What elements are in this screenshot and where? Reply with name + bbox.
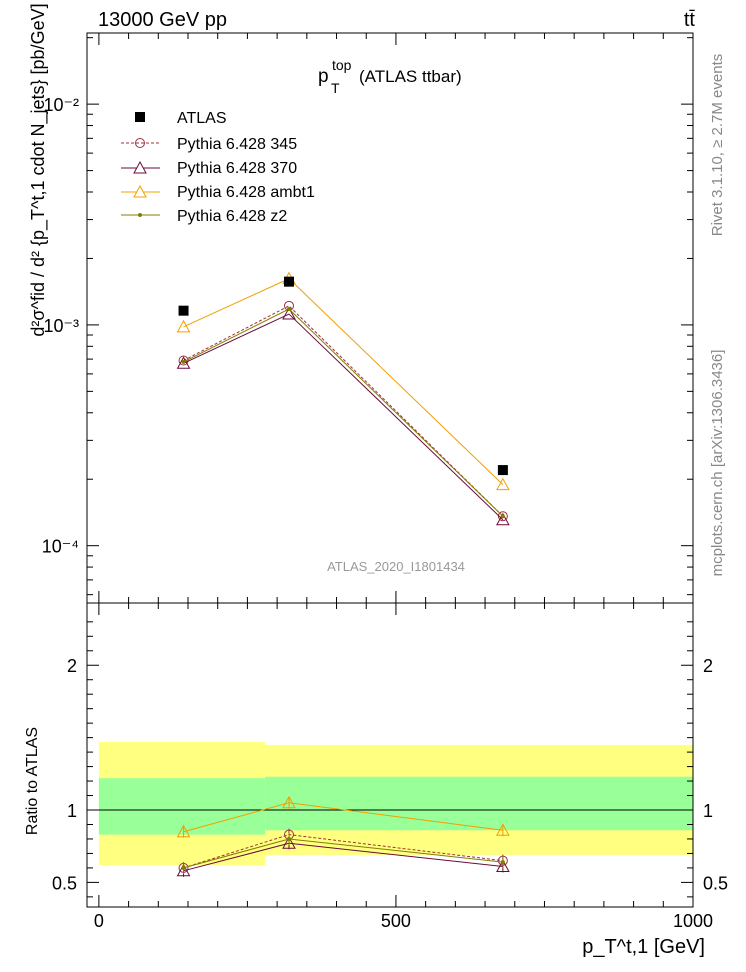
ratio-y-axis: 0.5 0.5 1 1 2 2 (52, 621, 728, 898)
y-tick-label: 2 (67, 656, 77, 676)
legend-marker-345 (135, 138, 145, 148)
y-tick-label: 1 (67, 801, 77, 821)
mc-series-line (183, 278, 504, 486)
y-tick-label: 10⁻² (43, 95, 79, 115)
y-tick-label: 0.5 (703, 873, 728, 893)
process-label: tt̄ (684, 9, 696, 31)
ratio-series-point (282, 836, 296, 849)
ratio-series-point (496, 859, 510, 872)
legend-marker-z2 (138, 213, 142, 217)
title-sup: top (332, 57, 352, 73)
uncertainty-band-inner (98, 778, 266, 835)
plot-title: p T top (ATLAS ttbar) (318, 57, 462, 96)
y-tick-label: 10⁻⁴ (42, 537, 79, 557)
ratio-series-point (176, 824, 191, 838)
legend-marker-370 (133, 160, 147, 174)
ratio-series (176, 795, 510, 877)
title-p: p (318, 66, 329, 87)
ratio-panel: 0.5 0.5 1 1 2 2 0 500 1000 Ratio to ATLAS p_T^t… (24, 602, 728, 958)
legend-label-atlas: ATLAS (177, 110, 227, 127)
y-tick-label: 10⁻³ (43, 316, 79, 336)
mc-series-point (500, 514, 505, 519)
mc-series-point (176, 319, 191, 333)
x-tick-label: 1000 (673, 911, 713, 931)
legend-label-z2: Pythia 6.428 z2 (177, 208, 287, 225)
ratio-series-point (282, 795, 296, 809)
atlas-data-point (284, 276, 294, 287)
legend-marker-atlas (135, 112, 145, 122)
mc-series-point (178, 355, 189, 366)
atlas-data-point (497, 465, 508, 476)
mc-series-point (282, 306, 296, 320)
ratio-series-point (496, 823, 510, 836)
ratio-bands (87, 741, 693, 866)
main-x-axis (98, 33, 694, 603)
mc-series-point (496, 477, 510, 491)
mc-series-point (287, 307, 291, 312)
mc-series-point (497, 511, 508, 522)
x-axis-label: p_T^t,1 [GeV] (582, 936, 705, 958)
ratio-series-point (181, 865, 186, 870)
legend: ATLAS Pythia 6.428 345 Pythia 6.428 370 … (121, 110, 315, 225)
mc-series-point (176, 356, 191, 369)
ratio-series-point (287, 836, 291, 841)
ratio-x-axis: 0 500 1000 (94, 603, 713, 931)
legend-label-345: Pythia 6.428 345 (177, 136, 297, 153)
legend-marker-ambt1 (133, 184, 147, 198)
mc-series-line (183, 313, 504, 521)
legend-label-ambt1: Pythia 6.428 ambt1 (177, 184, 315, 201)
atlas-data-point (178, 305, 189, 316)
legend-label-370: Pythia 6.428 370 (177, 160, 297, 177)
mc-series-point (181, 359, 186, 364)
uncertainty-band-inner (265, 776, 693, 831)
beam-label: 13000 GeV pp (98, 9, 227, 31)
ratio-series-point (500, 860, 505, 865)
y-tick-label: 1 (703, 801, 713, 821)
ratio-series-line (183, 802, 503, 833)
ratio-frame (86, 602, 694, 908)
title-rest: (ATLAS ttbar) (359, 67, 462, 86)
mc-series-line (183, 308, 504, 517)
rivet-version-label: Rivet 3.1.10, ≥ 2.7M events (709, 54, 726, 237)
main-series (176, 271, 510, 526)
main-y-label-text: d²σ^fid / d² {p_T^t,1 cdot N_jets} [pb/G… (28, 3, 49, 336)
ratio-y-label: Ratio to ATLAS (24, 727, 41, 835)
main-y-label: d²σ^fid / d² {p_T^t,1 cdot N_jets} [pb/G… (28, 3, 49, 336)
x-tick-label: 0 (94, 911, 104, 931)
y-tick-label: 0.5 (52, 873, 77, 893)
y-tick-label: 2 (703, 656, 713, 676)
mcplots-label: mcplots.cern.ch [arXiv:1306.3436] (709, 350, 726, 577)
mc-series-point (496, 512, 510, 526)
main-panel: 10⁻⁴ 10⁻³ 10⁻² p T top (ATLAS ttbar) ATLAS… (28, 3, 694, 604)
analysis-label: ATLAS_2020_I1801434 (327, 559, 465, 574)
x-tick-label: 500 (381, 911, 411, 931)
title-sub: T (331, 80, 340, 96)
ratio-series-point (176, 863, 191, 877)
main-y-axis: 10⁻⁴ 10⁻³ 10⁻² (42, 37, 693, 596)
